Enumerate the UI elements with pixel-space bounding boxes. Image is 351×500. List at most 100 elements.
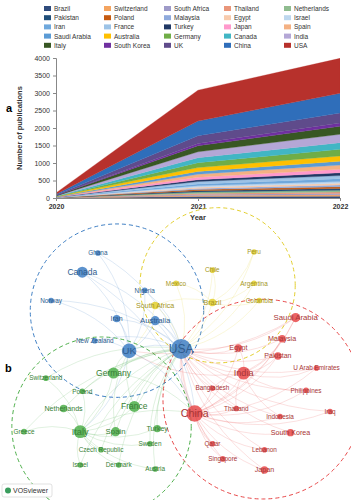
logo-text: VOSviewer [13,487,49,494]
y-tick-label: 3500 [34,72,50,79]
legend-item: Turkey [164,23,194,31]
node-label: Italy [72,427,89,437]
legend-item: Malaysia [164,14,200,22]
legend-swatch [44,24,51,29]
legend-swatch [284,15,291,20]
legend-label: Pakistan [54,14,79,21]
legend-swatch [104,6,111,11]
link [51,300,181,348]
legend-item: South Africa [164,5,209,12]
y-tick: 2000 [34,125,56,132]
node-label: Turkey [147,425,169,433]
node-label: Austria [145,465,165,472]
panel-a: a050010001500200025003000350040002020202… [6,5,348,222]
legend-item: Israel [284,14,310,21]
legend-label: South Korea [114,42,151,49]
y-tick-mark [53,93,56,94]
link [181,339,282,354]
legend-label: Canada [234,33,257,40]
legend-item: Egypt [224,14,251,22]
legend-swatch [164,6,171,11]
y-tick: 1000 [34,160,56,167]
legend-swatch [44,15,51,20]
legend-label: Poland [114,14,135,21]
panel-label: b [5,362,12,374]
link [195,390,306,415]
y-tick: 3000 [34,90,56,97]
node-label: India [234,368,255,378]
x-axis-title: Year [190,213,206,222]
link [119,349,181,465]
legend-swatch [164,15,171,20]
legend-item: Japan [224,23,252,31]
y-tick-label: 2500 [34,107,50,114]
node-label: Argentina [240,280,268,288]
logo-icon [5,488,11,494]
legend-label: UK [174,42,184,49]
link [46,347,181,378]
y-axis-title: Number of publications [15,86,24,170]
legend-label: China [234,42,251,49]
link [24,349,181,432]
y-tick-mark [53,163,56,164]
legend-swatch [104,34,111,39]
node-label: Spain [106,427,126,436]
node-label: Indonesia [266,413,294,420]
legend-swatch [224,15,231,20]
link [212,252,254,302]
cluster-outline [163,299,351,499]
node-label: Pakistan [264,352,291,360]
panel-label: a [6,102,13,114]
figure: a050010001500200025003000350040002020202… [0,0,351,500]
logo-frame [2,484,52,497]
legend-label: Malaysia [174,14,200,22]
legend-item: Switzerland [104,5,148,12]
legend-item: Australia [104,33,140,40]
link [212,270,215,302]
link [155,321,195,414]
legend-swatch [44,43,51,48]
node-label: Malaysia [268,335,296,343]
link [101,349,181,450]
legend-item: India [284,33,308,40]
node-label: Egypt [229,344,247,352]
y-tick: 4000 [34,55,56,62]
cluster-outlines [12,208,351,500]
node-label: Ghana [88,249,108,256]
legend-item: South Korea [104,42,151,49]
logo: VOSviewer [2,484,52,497]
figure-svg: a050010001500200025003000350040002020202… [0,0,351,500]
x-tick-mark [198,198,199,201]
legend-item: Pakistan [44,14,79,21]
legend-swatch [104,24,111,29]
link [244,373,280,416]
y-tick-label: 0 [46,195,50,202]
cluster-outline [140,208,295,363]
y-tick-mark [53,58,56,59]
legend-swatch [224,43,231,48]
legend-item: Saudi Arabia [44,33,91,40]
y-tick-mark [53,198,56,199]
y-tick-label: 1500 [34,142,50,149]
legend-item: Spain [284,23,311,31]
link [181,349,212,444]
x-axis: 202020212022 [49,198,349,210]
node-label: Thailand [224,405,249,412]
legend-item: USA [284,42,308,49]
link [181,349,330,412]
y-tick-mark [53,181,56,182]
legend-item: Thailand [224,5,259,12]
x-tick: 2022 [333,198,349,210]
y-tick: 0 [46,195,56,202]
legend-label: India [294,33,308,40]
legend-swatch [284,24,291,29]
x-tick-label: 2022 [333,203,349,210]
y-axis-line [53,59,57,199]
node-label: Chile [205,266,220,273]
y-tick-mark [53,111,56,112]
legend-swatch [224,24,231,29]
legend-swatch [44,34,51,39]
cluster-outline [12,337,191,500]
node-label: Nigeria [135,287,156,295]
x-tick-label: 2020 [49,203,65,210]
